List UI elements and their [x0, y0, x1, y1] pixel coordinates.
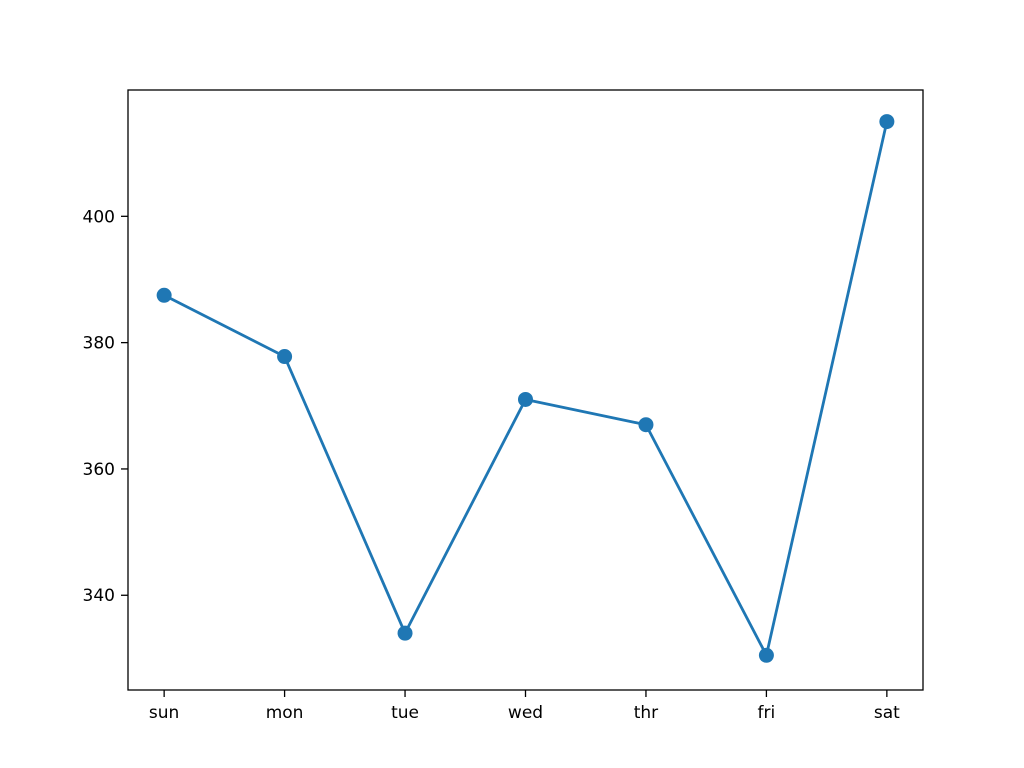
x-tick-label: wed	[508, 703, 543, 723]
series-line	[162, 120, 889, 657]
x-tick-label: sun	[149, 703, 179, 723]
data-point-marker	[638, 417, 654, 433]
data-point-marker	[518, 391, 533, 407]
x-tick-label: tue	[391, 703, 419, 723]
axes-border	[127, 89, 924, 691]
x-tick-label: sat	[874, 703, 900, 723]
data-point-marker	[277, 349, 293, 365]
y-tick-label: 380	[83, 334, 115, 354]
y-tick-label: 360	[83, 460, 115, 480]
y-tick-label: 340	[83, 586, 115, 606]
data-point-marker	[156, 287, 172, 303]
x-tick-label: fri	[758, 703, 776, 723]
data-point-marker	[758, 647, 774, 663]
data-point-marker	[879, 114, 895, 130]
data-point-marker	[397, 625, 413, 641]
x-tick-label: thr	[634, 703, 658, 723]
y-tick-label: 400	[83, 207, 115, 227]
x-tick-label: mon	[266, 703, 304, 723]
